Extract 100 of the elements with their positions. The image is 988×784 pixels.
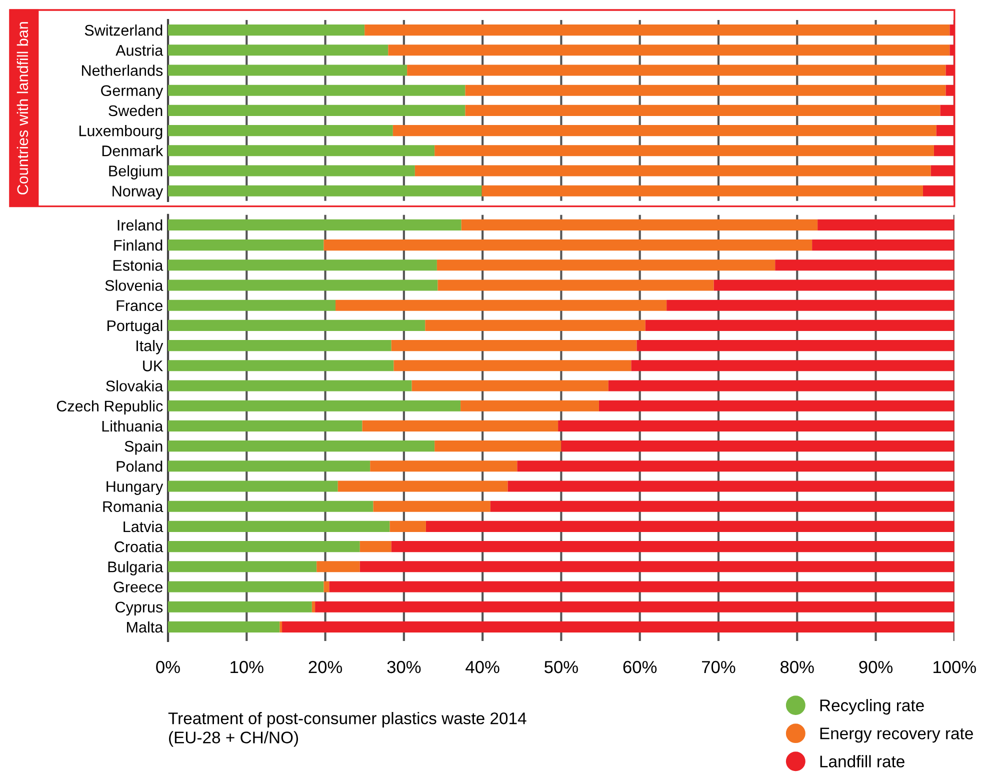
bar bbox=[168, 601, 312, 612]
y-tick-label: Poland bbox=[116, 460, 162, 472]
bar bbox=[666, 300, 954, 311]
bar bbox=[390, 520, 426, 532]
bar bbox=[434, 145, 934, 156]
bar bbox=[636, 340, 954, 352]
x-tick-label: 0% bbox=[156, 660, 180, 674]
bar bbox=[168, 219, 462, 230]
y-tick-label: Italy bbox=[136, 340, 164, 354]
bar bbox=[373, 500, 490, 512]
bar bbox=[561, 440, 954, 452]
x-tick-label: 40% bbox=[466, 660, 500, 674]
bar bbox=[168, 104, 466, 116]
bar bbox=[168, 165, 415, 176]
bar bbox=[360, 561, 954, 572]
bar bbox=[168, 360, 394, 372]
y-tick-label: Luxembourg bbox=[79, 125, 162, 140]
y-tick-label: Hungary bbox=[106, 481, 164, 495]
y-tick-label: Czech Republic bbox=[56, 400, 163, 415]
y-tick-label: Greece bbox=[114, 582, 162, 592]
bar bbox=[391, 340, 637, 352]
y-tick-label: Malta bbox=[127, 621, 164, 633]
y-tick-label: Finland bbox=[114, 240, 162, 251]
bar bbox=[360, 541, 392, 552]
y-tick-label: Sweden bbox=[108, 104, 162, 116]
y-tick-label: Portugal bbox=[107, 320, 162, 334]
y-tick-label: Spain bbox=[124, 440, 162, 455]
y-tick-label: Slovakia bbox=[106, 380, 164, 392]
bar bbox=[168, 84, 466, 96]
bar bbox=[280, 621, 282, 632]
bar bbox=[168, 380, 412, 392]
bar bbox=[168, 520, 390, 532]
bar bbox=[168, 280, 438, 291]
bar bbox=[168, 300, 336, 311]
x-tick-label: 60% bbox=[623, 660, 657, 674]
bar bbox=[168, 260, 437, 271]
y-tick-label: Croatia bbox=[114, 541, 164, 552]
bar bbox=[316, 561, 360, 572]
bar bbox=[392, 125, 936, 136]
bar bbox=[168, 440, 435, 452]
bar bbox=[168, 24, 365, 36]
y-tick-label: Latvia bbox=[124, 520, 164, 532]
y-tick-label: Denmark bbox=[102, 145, 164, 156]
bar bbox=[714, 280, 954, 291]
y-tick-label: Germany bbox=[101, 85, 164, 100]
bar bbox=[558, 420, 954, 432]
bar bbox=[362, 420, 558, 432]
bar bbox=[168, 480, 338, 492]
bar bbox=[168, 460, 370, 472]
bar bbox=[460, 400, 599, 412]
bar bbox=[364, 24, 950, 36]
bar bbox=[461, 219, 818, 230]
bar bbox=[338, 480, 508, 492]
bar bbox=[598, 400, 954, 412]
bar bbox=[168, 64, 408, 76]
bar bbox=[608, 380, 954, 392]
legend-label: Energy recovery rate bbox=[820, 728, 973, 743]
bar bbox=[168, 145, 435, 156]
y-tick-label: UK bbox=[143, 360, 163, 372]
x-tick-label: 90% bbox=[859, 660, 893, 674]
bar bbox=[407, 64, 946, 76]
legend-label: Recycling rate bbox=[820, 699, 924, 715]
y-tick-label: Ireland bbox=[118, 219, 162, 231]
bar bbox=[336, 300, 667, 311]
y-tick-label: Romania bbox=[103, 500, 164, 512]
bar bbox=[482, 185, 923, 196]
bar bbox=[490, 500, 954, 512]
y-tick-label: Netherlands bbox=[82, 64, 163, 76]
x-tick-label: 50% bbox=[544, 660, 578, 674]
x-tick-label: 10% bbox=[230, 660, 264, 674]
x-tick-label: 30% bbox=[387, 660, 421, 674]
bar bbox=[312, 601, 316, 612]
bar bbox=[812, 240, 954, 251]
bar bbox=[394, 360, 632, 372]
bar bbox=[168, 240, 324, 251]
y-tick-label: Belgium bbox=[109, 165, 162, 180]
bar bbox=[517, 460, 954, 472]
bar bbox=[168, 541, 360, 552]
bar bbox=[168, 621, 280, 632]
bar bbox=[414, 165, 931, 176]
bar bbox=[434, 440, 562, 452]
bar bbox=[818, 219, 954, 230]
bar bbox=[508, 480, 954, 492]
bar bbox=[168, 561, 317, 572]
bar bbox=[438, 280, 714, 291]
x-tick-label: 70% bbox=[702, 660, 736, 674]
text: Countries with landfill ban bbox=[16, 22, 28, 194]
bar bbox=[168, 581, 324, 592]
bar bbox=[426, 520, 954, 532]
bar bbox=[315, 601, 954, 612]
bar bbox=[282, 621, 954, 632]
y-tick-label: Austria bbox=[116, 44, 164, 56]
x-tick-label: 20% bbox=[308, 660, 342, 674]
y-tick-label: Slovenia bbox=[105, 280, 164, 291]
bar bbox=[370, 460, 518, 472]
bar bbox=[168, 500, 374, 512]
bar bbox=[436, 260, 776, 271]
bar bbox=[324, 240, 812, 251]
bar bbox=[168, 125, 393, 136]
legend-label: Landfill rate bbox=[820, 755, 904, 768]
